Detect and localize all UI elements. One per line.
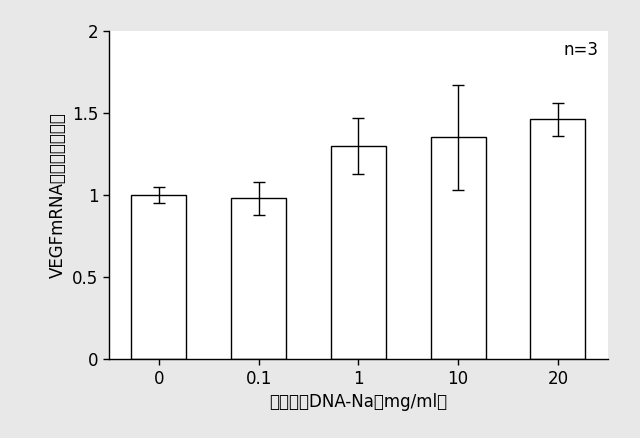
Y-axis label: VEGFmRNA発現量（倍率）: VEGFmRNA発現量（倍率） <box>49 112 67 278</box>
Bar <box>231 198 286 359</box>
Bar <box>331 145 386 359</box>
Bar <box>531 119 586 359</box>
Bar <box>131 195 186 359</box>
X-axis label: 加水分解DNA-Na（mg/ml）: 加水分解DNA-Na（mg/ml） <box>269 393 447 411</box>
Bar <box>431 138 486 359</box>
Text: n=3: n=3 <box>563 41 598 59</box>
